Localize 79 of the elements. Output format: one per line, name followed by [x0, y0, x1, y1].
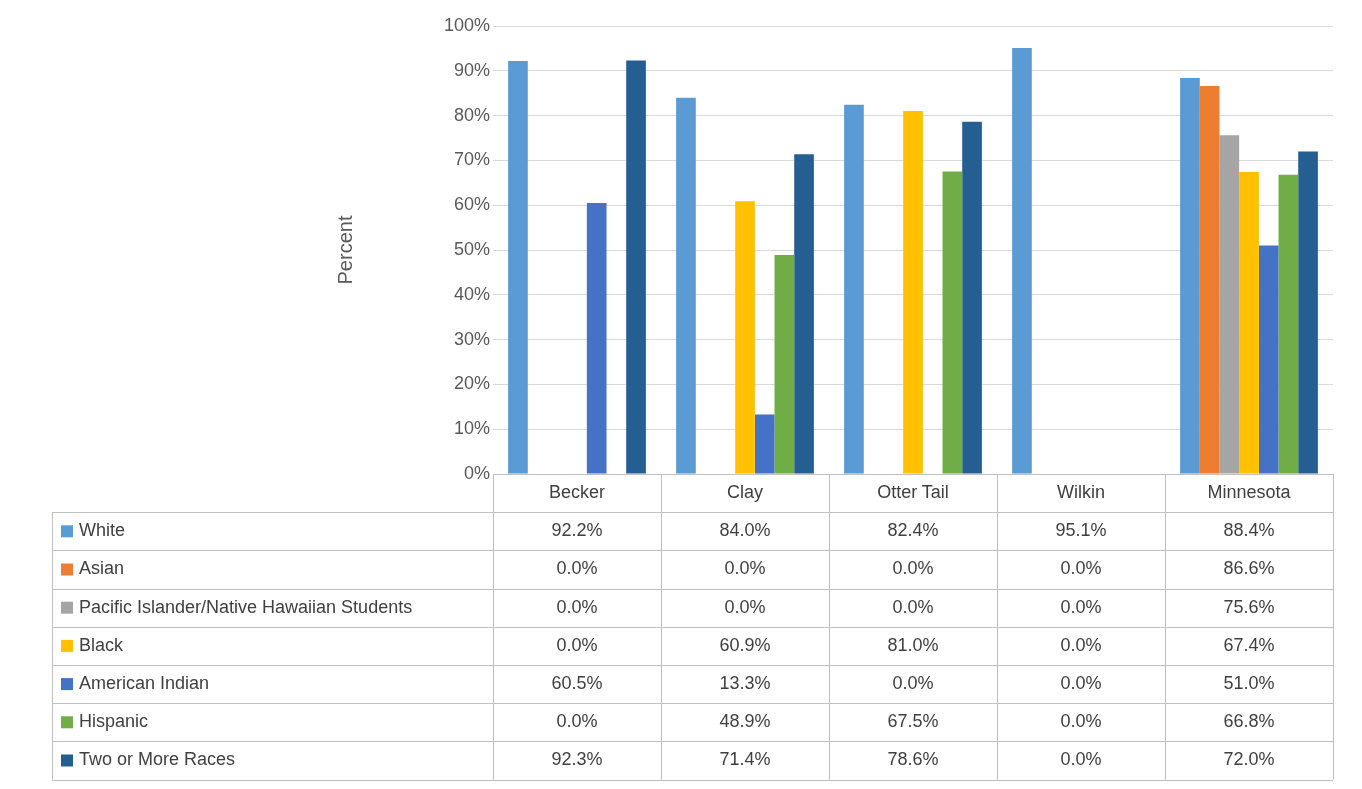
- y-tick-label: 20%: [453, 373, 490, 394]
- x-tick-label: Becker: [548, 482, 606, 503]
- bar: [676, 97, 696, 474]
- data-label: 60.9%: [719, 634, 771, 655]
- data-label: 0.0%: [556, 596, 598, 617]
- y-axis-title: Percent: [333, 215, 356, 285]
- data-label: 84.0%: [719, 520, 771, 541]
- bar: [844, 104, 864, 474]
- legend-label: Hispanic: [79, 711, 149, 732]
- data-label: 88.4%: [1223, 520, 1275, 541]
- bar: [586, 202, 607, 474]
- data-label: 78.6%: [887, 749, 939, 770]
- x-tick-label: Otter Tail: [877, 482, 949, 503]
- data-label: 0.0%: [556, 711, 598, 732]
- bar: [942, 171, 963, 474]
- legend-label: Pacific Islander/Native Hawaiian Students: [79, 596, 413, 617]
- data-label: 51.0%: [1223, 673, 1275, 694]
- x-tick-label: Clay: [726, 482, 764, 503]
- legend-label: Black: [79, 634, 125, 655]
- bar: [1239, 172, 1259, 474]
- data-label: 0.0%: [1060, 558, 1102, 579]
- bar: [903, 111, 923, 474]
- bar: [794, 154, 814, 474]
- data-label: 92.2%: [551, 520, 603, 541]
- bar: [735, 201, 755, 474]
- data-label: 13.3%: [719, 673, 771, 694]
- bar: [1180, 77, 1200, 474]
- y-tick-label: 100%: [443, 14, 490, 35]
- bar: [1258, 245, 1279, 474]
- bar: [774, 254, 795, 474]
- bar: [962, 121, 982, 474]
- legend-label: Two or More Races: [79, 749, 236, 770]
- data-label: 0.0%: [1060, 634, 1102, 655]
- y-tick-label: 40%: [453, 283, 490, 304]
- y-tick-label: 80%: [453, 104, 490, 125]
- legend-label: Asian: [79, 558, 125, 579]
- x-tick-label: Minnesota: [1207, 482, 1292, 503]
- data-label: 0.0%: [1060, 673, 1102, 694]
- x-tick-label: Wilkin: [1057, 482, 1105, 503]
- y-tick-label: 30%: [453, 328, 490, 349]
- data-label: 0.0%: [1060, 711, 1102, 732]
- data-label: 92.3%: [551, 749, 603, 770]
- data-label: 0.0%: [556, 558, 598, 579]
- data-label: 0.0%: [724, 596, 766, 617]
- data-label: 82.4%: [887, 520, 939, 541]
- data-label: 0.0%: [556, 634, 598, 655]
- y-tick-label: 90%: [453, 59, 490, 80]
- bar: [1219, 135, 1240, 474]
- legend-label: White: [79, 520, 126, 541]
- data-label: 67.5%: [887, 711, 939, 732]
- y-tick-label: 10%: [453, 418, 490, 439]
- data-label: 67.4%: [1223, 634, 1275, 655]
- data-label: 0.0%: [892, 558, 934, 579]
- data-label: 66.8%: [1223, 711, 1275, 732]
- data-label: 81.0%: [887, 634, 939, 655]
- bar: [508, 60, 528, 474]
- y-tick-label: 70%: [453, 149, 490, 170]
- y-tick-label: 50%: [453, 238, 490, 259]
- data-label: 71.4%: [719, 749, 771, 770]
- data-label: 60.5%: [551, 673, 603, 694]
- data-label: 86.6%: [1223, 558, 1275, 579]
- data-label: 0.0%: [724, 558, 766, 579]
- data-label: 75.6%: [1223, 596, 1275, 617]
- bar: [1012, 47, 1032, 474]
- data-label: 72.0%: [1223, 749, 1275, 770]
- bar: [1199, 86, 1220, 474]
- y-tick-label: 60%: [453, 194, 490, 215]
- bar: [754, 414, 775, 474]
- legend-label: American Indian: [79, 673, 210, 694]
- bar: [1298, 151, 1318, 474]
- data-label: 0.0%: [1060, 749, 1102, 770]
- y-tick-label: 0%: [463, 462, 490, 483]
- data-label: 0.0%: [892, 673, 934, 694]
- data-label: 48.9%: [719, 711, 771, 732]
- data-label: 95.1%: [1055, 520, 1107, 541]
- bar: [626, 60, 646, 474]
- bar: [1278, 174, 1299, 474]
- data-label: 0.0%: [892, 596, 934, 617]
- data-label: 0.0%: [1060, 596, 1102, 617]
